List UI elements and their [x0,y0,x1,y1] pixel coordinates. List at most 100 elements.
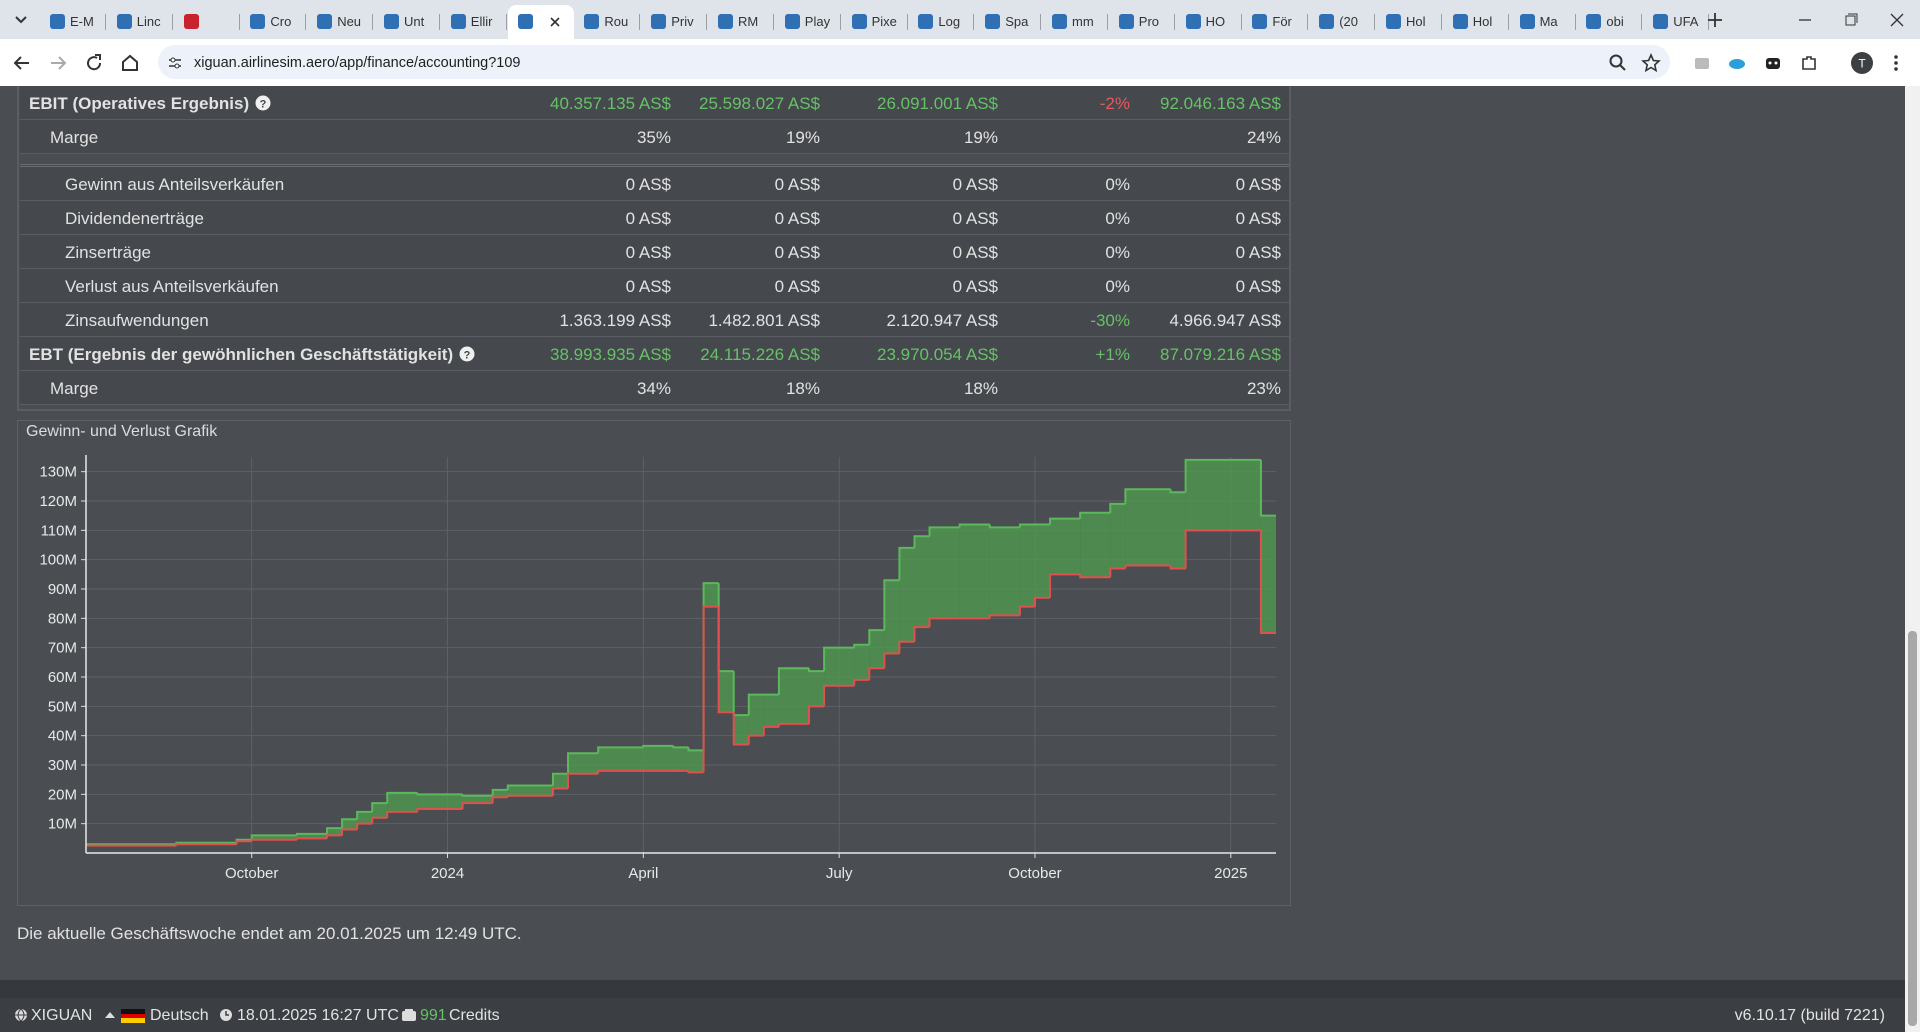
fill-band [598,747,644,771]
browser-tab[interactable] [174,5,240,39]
help-circle [459,346,475,362]
forward-button[interactable] [46,51,70,75]
extensions-menu[interactable] [1797,51,1821,75]
tab-separator [706,14,708,30]
extension[interactable] [1725,51,1749,75]
browser-tab[interactable] [507,5,574,39]
cell-value: +1% [1095,345,1131,364]
browser-tab[interactable]: E-M [40,5,106,39]
maximize[interactable] [1840,9,1862,31]
tab-favicon [384,14,399,29]
extension[interactable] [1761,51,1785,75]
new-tab[interactable] [1704,9,1726,31]
cell-value: 19% [785,128,820,147]
version: v6.10.17 (build 7221) [1734,1007,1885,1024]
y-tick-label: 110M [41,522,77,539]
reload-button[interactable] [82,51,106,75]
browser-tab[interactable]: Play [775,5,841,39]
fill-band [417,794,463,809]
zoom-icon[interactable] [1606,51,1630,75]
cell-value: -30% [1090,311,1130,330]
fill-band [507,785,553,796]
cell-value: 0 AS$ [952,243,998,262]
help-icon[interactable]: ? [459,346,475,362]
chrome-menu[interactable] [1886,51,1906,75]
browser-tab[interactable]: Hol [1376,5,1442,39]
browser-tab[interactable]: obi [1576,5,1643,39]
browser-tab[interactable]: För [1242,5,1309,39]
minimize[interactable] [1794,9,1816,31]
browser-tab[interactable]: UFA [1643,5,1710,39]
step-line [356,822,373,830]
y-tick-label: 120M [39,493,77,510]
profile-avatar[interactable]: T [1849,50,1875,76]
tab-title: Spa [1005,14,1029,29]
scrollbar[interactable] [1905,86,1920,1032]
step-line [687,770,704,774]
tab-favicon [50,14,65,29]
step-line [326,834,343,839]
step-line [356,810,373,820]
browser-tab[interactable]: (20 [1309,5,1376,39]
x-tick-label: 2025 [1214,865,1247,882]
credits-label[interactable]: Credits [449,1007,500,1024]
browser-tab[interactable]: Cro [240,5,307,39]
fill-band [1185,459,1261,531]
server-name[interactable]: XIGUAN [31,1007,93,1024]
scroll-thumb[interactable] [1908,631,1917,1026]
browser-tab[interactable]: Log [908,5,975,39]
browser-tab[interactable]: Hol [1443,5,1509,39]
tab-separator [1040,14,1042,30]
browser-tab[interactable]: Ellir [441,5,507,39]
browser-tab[interactable]: Unt [374,5,440,39]
bookmark-star[interactable] [1639,51,1663,75]
browser-tab[interactable]: RM [708,5,774,39]
step-line [823,684,855,707]
step-line [868,629,885,645]
step-line [808,668,825,673]
site-info[interactable] [166,54,184,72]
browser-tab[interactable]: mm [1042,5,1108,39]
language[interactable]: Deutsch [150,1007,209,1024]
y-tick-label: 10M [48,816,77,833]
url[interactable]: xiguan.airlinesim.aero/app/finance/accou… [194,55,521,71]
tab-separator [1708,14,1710,30]
browser-tab[interactable]: Spa [975,5,1042,39]
browser-tab[interactable]: Neu [307,5,374,39]
cell-value: 23% [1246,379,1281,398]
close-window[interactable] [1886,9,1908,31]
cell-value: 4.966.947 AS$ [1169,311,1281,330]
help-icon[interactable]: ? [255,95,271,111]
fill-band [492,789,508,798]
extension[interactable] [1690,51,1714,75]
cell-value: 0 AS$ [625,277,671,296]
step-line [762,725,779,736]
step-line [747,734,764,745]
tab-favicon [851,14,867,29]
status-footer: XIGUAN Deutsch 18.01.2025 16:27 UTC 991 … [0,998,1905,1032]
home-button[interactable] [118,51,142,75]
row-label: Marge [50,379,99,398]
table-row: Verlust aus Anteilsverkäufen 0 AS$ 0 AS$ 0 … [20,269,1291,303]
browser-tab[interactable]: Pro [1109,5,1175,39]
browser-tab[interactable]: Rou [574,5,641,39]
credits-amount[interactable]: 991 [420,1007,447,1024]
address-bar[interactable] [158,45,1670,79]
step-line [732,671,749,717]
table-row: EBIT (Operatives Ergebnis)? 40.357.135 AS… [20,86,1291,120]
browser-tab[interactable]: Linc [107,5,173,39]
fill-band [1125,489,1171,566]
fill-band [462,795,493,804]
browser-tab[interactable]: Pixe [842,5,908,39]
browser-tab[interactable]: Ma [1510,5,1576,39]
step-line [235,840,252,845]
x-tick-label: April [628,865,658,882]
fill-band [718,671,734,713]
tab-search[interactable] [10,8,32,30]
browser-tab[interactable]: Priv [641,5,708,39]
cell-value: 40.357.135 AS$ [549,94,671,113]
cell-value: 0 AS$ [774,277,820,296]
back-button[interactable] [10,51,34,75]
browser-tab[interactable]: HO [1176,5,1242,39]
step-line [250,838,297,842]
